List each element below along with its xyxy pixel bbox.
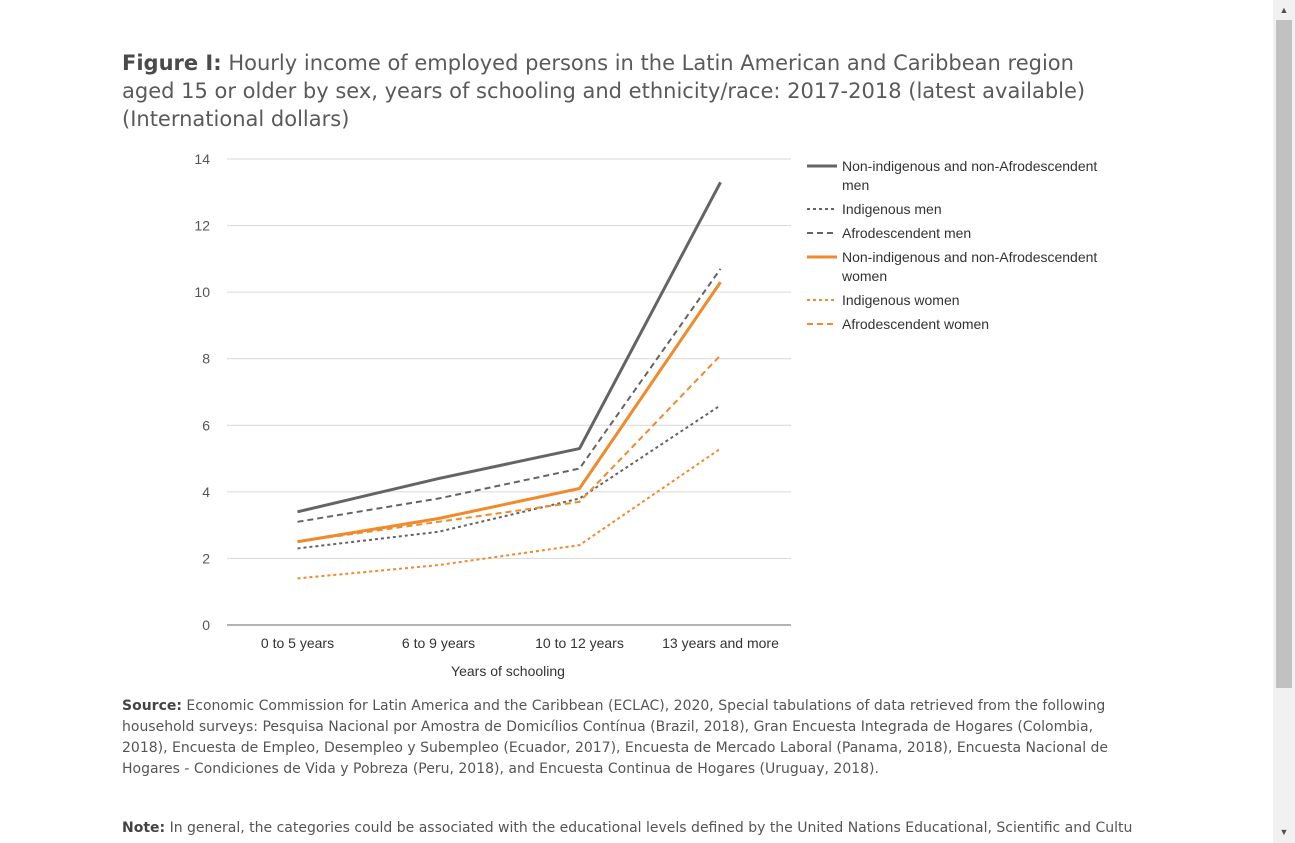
figure-title-lead: Figure I: — [122, 51, 222, 75]
figure-title-text: Hourly income of employed persons in the… — [122, 51, 1086, 131]
x-tick-label: 10 to 12 years — [535, 635, 624, 651]
figure-title: Figure I: Hourly income of employed pers… — [122, 49, 1132, 133]
y-tick-label: 10 — [194, 284, 210, 300]
legend-item: Indigenous women — [806, 291, 1126, 310]
note-label: Note: — [122, 820, 166, 836]
legend-label: Non-indigenous and non-Afrodescendent wo… — [842, 249, 1098, 284]
series-line — [297, 447, 722, 580]
y-tick-label: 4 — [202, 484, 210, 500]
series-line — [297, 354, 722, 543]
x-tick-label: 13 years and more — [662, 635, 779, 651]
y-tick-label: 0 — [202, 617, 210, 633]
x-tick-labels: 0 to 5 years 6 to 9 years 10 to 12 years 13… — [261, 635, 779, 651]
legend-swatch — [807, 255, 837, 259]
note-paragraph: Note: In general, the categories could b… — [122, 818, 1132, 839]
source-label: Source: — [122, 698, 182, 714]
legend-item: Non-indigenous and non-Afrodescendent me… — [806, 157, 1126, 195]
legend-swatch — [807, 299, 837, 301]
y-tick-label: 14 — [194, 151, 210, 167]
x-tick-label: 0 to 5 years — [261, 635, 334, 651]
y-tick-label: 8 — [202, 351, 210, 367]
legend-swatch — [807, 164, 837, 168]
legend-swatch — [807, 208, 837, 210]
series-line — [297, 281, 722, 544]
series-line — [297, 181, 722, 514]
scroll-down-arrow-icon[interactable]: ▼ — [1279, 827, 1289, 837]
legend-item: Afrodescendent men — [806, 224, 1126, 243]
legend-label: Non-indigenous and non-Afrodescendent me… — [842, 158, 1098, 193]
legend-item: Afrodescendent women — [806, 315, 1126, 334]
legend-swatch — [807, 323, 837, 325]
y-tick-labels: 0 2 4 6 8 10 12 14 — [194, 151, 210, 633]
series-line — [297, 268, 722, 523]
vertical-scrollbar[interactable]: ▲ ▼ — [1273, 0, 1295, 843]
legend-label: Indigenous men — [842, 201, 942, 217]
source-note: Source: Economic Commission for Latin Am… — [122, 696, 1132, 780]
legend-item: Indigenous men — [806, 200, 1126, 219]
legend-label: Afrodescendent women — [842, 316, 990, 332]
x-tick-label: 6 to 9 years — [402, 635, 475, 651]
series-line — [297, 404, 722, 550]
source-text: Economic Commission for Latin America an… — [122, 698, 1109, 777]
chart-legend: Non-indigenous and non-Afrodescendent me… — [806, 157, 1126, 339]
note-text: In general, the categories could be asso… — [169, 820, 1132, 836]
legend-label: Afrodescendent men — [842, 225, 972, 241]
grid-layer — [227, 158, 791, 626]
legend-label: Indigenous women — [842, 292, 960, 308]
series-layer — [297, 181, 722, 580]
scrollbar-thumb[interactable] — [1276, 20, 1292, 688]
y-tick-label: 6 — [202, 417, 210, 433]
y-tick-label: 12 — [194, 218, 210, 234]
y-tick-label: 2 — [202, 550, 210, 566]
legend-item: Non-indigenous and non-Afrodescendent wo… — [806, 248, 1126, 286]
scroll-up-arrow-icon[interactable]: ▲ — [1279, 5, 1289, 15]
x-axis-label: Years of schooling — [451, 663, 565, 679]
legend-swatch — [807, 232, 837, 234]
line-chart: 0 2 4 6 8 10 12 14 0 to 5 years 6 to 9 years 10 t… — [194, 151, 791, 679]
